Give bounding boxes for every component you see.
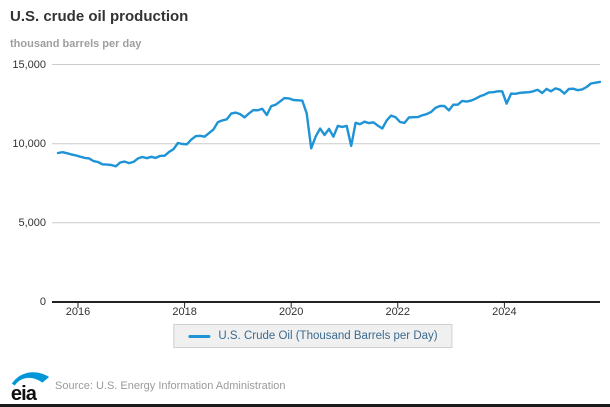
logo-text: eia [11,383,38,403]
page-title: U.S. crude oil production [10,8,189,25]
x-axis-label: 2016 [65,306,91,318]
logo-swoosh-icon [11,372,50,386]
bottom-border [0,404,610,407]
series-swatch-icon [188,334,211,338]
eia-logo: eia [11,372,50,403]
plot-area: 0 5,000 10,000 15,000 2016 2018 2020 2022 2024 [12,58,602,318]
legend-label: U.S. Crude Oil (Thousand Barrels per Day… [218,330,438,342]
x-axis-label: 2018 [172,306,197,318]
units-label: thousand barrels per day [10,38,142,50]
x-axis-label: 2024 [492,306,517,318]
legend[interactable]: U.S. Crude Oil (Thousand Barrels per Day… [173,324,453,348]
y-axis-label: 10,000 [12,137,46,150]
x-axis-label: 2020 [278,306,304,318]
y-axis-label: 5,000 [18,216,46,229]
source-text: Source: U.S. Energy Information Administ… [55,380,286,392]
y-axis-label: 15,000 [12,58,46,71]
series-line [56,80,602,168]
x-axis-label: 2022 [385,306,411,318]
line-chart [52,64,602,308]
footer: eia Source: U.S. Energy Information Admi… [0,368,610,404]
y-axis-label: 0 [39,296,46,308]
